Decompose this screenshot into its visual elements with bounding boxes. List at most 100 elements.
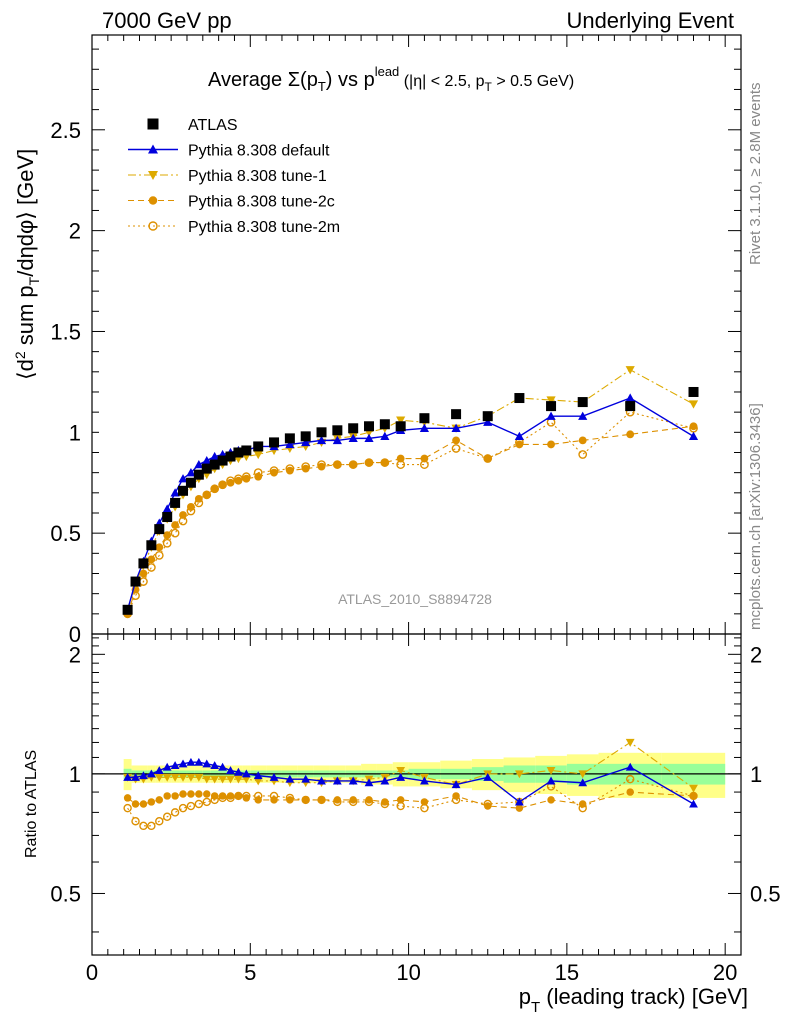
y-tick-label: 2 — [69, 219, 81, 244]
ratio-point — [420, 798, 429, 806]
ratio-point — [578, 770, 588, 779]
ratio-point — [123, 772, 133, 781]
data-point — [625, 401, 636, 412]
legend-entry-pythia-8-308-tune-2m: Pythia 8.308 tune-2m — [128, 219, 340, 236]
y-tick-label: 2.5 — [50, 118, 81, 143]
data-point — [689, 422, 698, 431]
ratio-point — [689, 792, 698, 800]
data-point — [420, 454, 429, 463]
ratio-point — [234, 775, 243, 784]
ratio-point — [396, 766, 406, 775]
data-point — [285, 466, 294, 475]
ratio-point — [194, 757, 204, 766]
ratio-point — [147, 798, 156, 806]
ratio-point — [226, 792, 235, 800]
data-point — [625, 366, 635, 375]
data-point — [332, 425, 343, 436]
ratio-point — [546, 776, 556, 785]
ratio-point — [420, 776, 429, 785]
data-point — [451, 444, 461, 453]
data-point — [688, 400, 699, 409]
data-point — [122, 604, 133, 615]
y-tick-label: 1 — [69, 420, 81, 445]
legend-entry-atlas: ATLAS — [147, 117, 238, 134]
ratio-point — [210, 761, 220, 769]
data-point — [546, 411, 556, 420]
ratio-point — [187, 790, 195, 798]
data-point — [170, 488, 180, 497]
data-point — [201, 463, 212, 474]
data-point — [380, 458, 389, 467]
data-point — [194, 494, 203, 503]
ratio-point — [139, 800, 148, 808]
data-point — [365, 458, 373, 467]
ratio-point — [301, 796, 310, 804]
series-pythia-8-308-default — [123, 393, 699, 614]
main-plot-layer — [122, 366, 699, 619]
data-point — [379, 419, 390, 430]
data-point — [234, 476, 243, 485]
ratio-y-tick-label-left: 1 — [69, 762, 81, 787]
legend-label: Pythia 8.308 default — [188, 143, 330, 160]
data-point — [242, 474, 251, 483]
data-point — [380, 431, 390, 441]
data-point — [688, 386, 699, 397]
data-point — [578, 411, 588, 420]
ratio-point — [163, 792, 171, 800]
ratio-point — [154, 773, 164, 782]
ratio-point — [202, 775, 212, 784]
ratio-line — [127, 741, 694, 789]
data-point — [186, 468, 196, 477]
ratio-point — [155, 796, 164, 804]
ratio-point — [333, 796, 342, 804]
ratio-point — [381, 798, 389, 806]
data-point — [483, 454, 492, 463]
data-point — [546, 401, 557, 412]
data-point — [209, 459, 220, 470]
ratio-point — [203, 790, 211, 798]
ratio-point — [178, 803, 188, 813]
ratio-point — [254, 796, 262, 804]
ratio-series-pythia-8-308-default — [123, 757, 698, 808]
data-point — [155, 543, 164, 552]
ratio-point — [241, 775, 251, 784]
ratio-point — [452, 792, 460, 800]
legend-marker — [148, 171, 158, 180]
ratio-series-pythia-8-308-tune-2c — [123, 788, 698, 812]
ratio-point — [578, 778, 588, 787]
x-tick-label: 15 — [555, 960, 579, 985]
ratio-point — [218, 792, 227, 800]
ratio-point — [241, 769, 251, 778]
data-point — [514, 431, 524, 441]
series-atlas — [122, 386, 699, 615]
data-point — [349, 460, 358, 469]
data-point — [171, 521, 180, 530]
rivet-label: Rivet 3.1.10, ≥ 2.8M events — [747, 83, 764, 266]
ratio-point — [514, 770, 524, 779]
ratio-point — [202, 797, 211, 807]
data-point — [146, 540, 157, 551]
data-point — [187, 503, 195, 511]
y-tick-label: 1.5 — [50, 319, 81, 344]
data-point — [348, 423, 359, 434]
ratio-y-tick-label-left: 2 — [69, 642, 81, 667]
data-point — [270, 468, 278, 477]
data-point — [233, 447, 244, 458]
ratio-point — [147, 821, 156, 831]
data-point — [154, 524, 165, 535]
ratio-point — [162, 773, 172, 782]
ratio-point — [170, 808, 180, 817]
ratio-point — [451, 780, 461, 789]
data-point — [451, 423, 461, 432]
ratio-point — [210, 792, 219, 800]
ratio-point — [178, 759, 188, 768]
ratio-point — [547, 796, 555, 804]
ratio-point — [253, 771, 263, 780]
ratio-point — [226, 775, 235, 784]
ratio-line — [127, 761, 694, 805]
ratio-point — [269, 772, 279, 781]
data-point — [483, 417, 493, 426]
data-point — [253, 450, 263, 460]
ratio-y-tick-label-right: 2 — [750, 642, 762, 667]
ratio-point — [396, 796, 405, 804]
